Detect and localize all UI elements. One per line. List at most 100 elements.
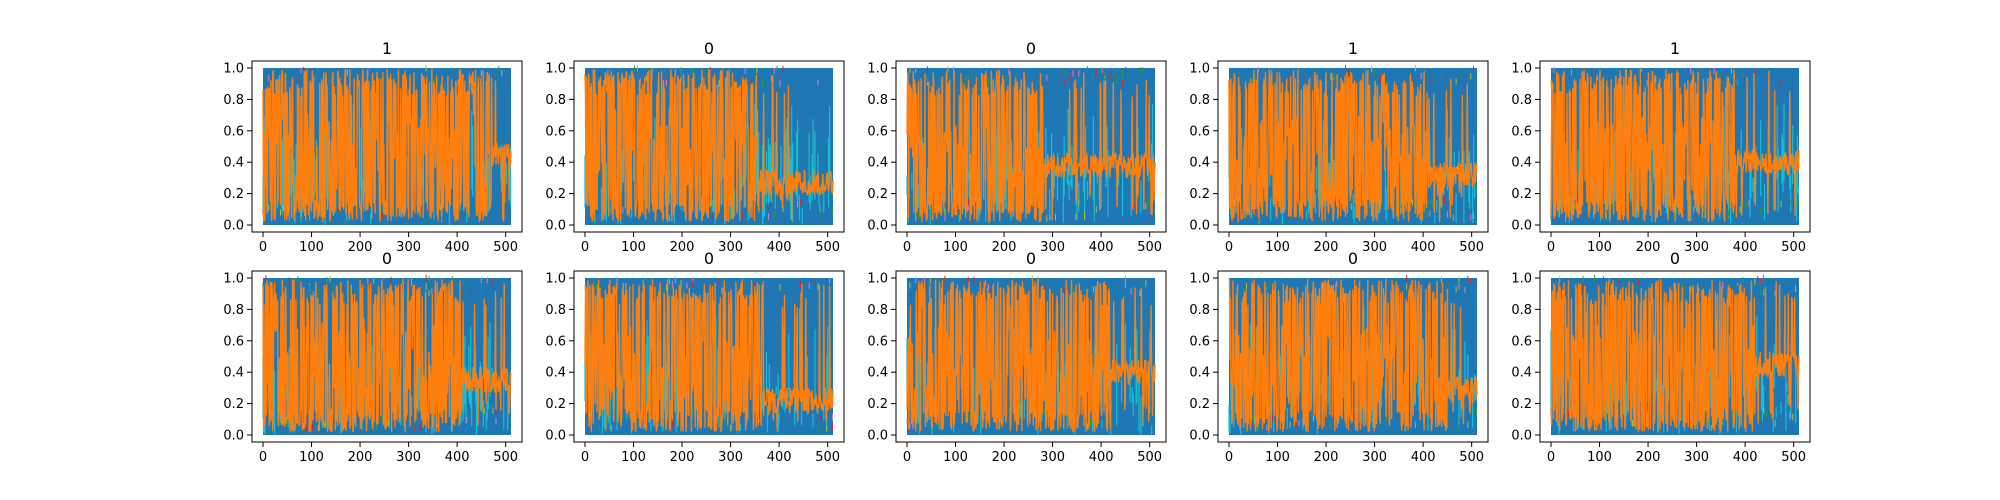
x-tick-label: 400 bbox=[1733, 240, 1758, 255]
y-tick-label: 0.2 bbox=[545, 397, 566, 412]
series-orange-line bbox=[1228, 69, 1478, 223]
subplot-title: 1 bbox=[1348, 39, 1358, 58]
x-tick-label: 200 bbox=[1636, 240, 1661, 255]
subplot-10: 0 100 200 300 400 500 0.0 0.2 0.4 0.6 0.8 1.0 0 bbox=[1511, 249, 1811, 465]
axes-frame bbox=[573, 60, 845, 233]
series-orange-line bbox=[262, 279, 512, 433]
x-tick-label: 200 bbox=[348, 240, 373, 255]
x-tick-label: 0 bbox=[1225, 240, 1233, 255]
x-tick-label: 300 bbox=[1684, 240, 1709, 255]
axes-frame bbox=[895, 60, 1167, 233]
x-tick-label: 400 bbox=[1411, 240, 1436, 255]
y-tick-label: 0.8 bbox=[1511, 303, 1532, 318]
x-tick-label: 400 bbox=[445, 450, 470, 465]
x-tick-label: 400 bbox=[767, 240, 792, 255]
x-tick-label: 0 bbox=[259, 240, 267, 255]
x-tick-label: 100 bbox=[621, 450, 646, 465]
x-tick-label: 300 bbox=[1684, 450, 1709, 465]
axes-frame bbox=[251, 270, 523, 443]
y-tick-label: 0.4 bbox=[1511, 366, 1532, 381]
x-tick-label: 300 bbox=[1040, 450, 1065, 465]
y-tick-label: 0.6 bbox=[867, 124, 888, 139]
series-orange-line bbox=[906, 69, 1156, 223]
y-tick-label: 1.0 bbox=[1511, 62, 1532, 77]
y-tick-label: 0.0 bbox=[223, 429, 244, 444]
y-tick-label: 0.0 bbox=[545, 429, 566, 444]
x-tick-label: 400 bbox=[445, 240, 470, 255]
y-tick-label: 0.4 bbox=[223, 156, 244, 171]
y-tick-label: 1.0 bbox=[223, 272, 244, 287]
y-tick-label: 0.2 bbox=[1511, 187, 1532, 202]
y-tick-label: 0.2 bbox=[867, 397, 888, 412]
y-tick-label: 0.4 bbox=[1189, 156, 1210, 171]
series-orange-line bbox=[584, 278, 834, 433]
y-tick-label: 0.2 bbox=[1189, 397, 1210, 412]
x-tick-label: 0 bbox=[259, 450, 267, 465]
x-tick-label: 100 bbox=[943, 240, 968, 255]
x-tick-label: 500 bbox=[1137, 240, 1162, 255]
x-tick-label: 200 bbox=[1314, 240, 1339, 255]
x-tick-label: 400 bbox=[1089, 240, 1114, 255]
y-tick-label: 0.4 bbox=[545, 366, 566, 381]
x-tick-label: 300 bbox=[396, 450, 421, 465]
x-tick-label: 500 bbox=[493, 240, 518, 255]
x-tick-label: 200 bbox=[992, 450, 1017, 465]
x-tick-label: 500 bbox=[493, 450, 518, 465]
x-tick-label: 500 bbox=[1137, 450, 1162, 465]
x-tick-label: 200 bbox=[1314, 450, 1339, 465]
x-tick-label: 100 bbox=[1587, 450, 1612, 465]
y-tick-label: 0.0 bbox=[867, 219, 888, 234]
subplot-title: 0 bbox=[1670, 249, 1680, 268]
y-tick-label: 0.0 bbox=[1189, 429, 1210, 444]
x-tick-label: 0 bbox=[1547, 450, 1555, 465]
subplot-6: 0 100 200 300 400 500 0.0 0.2 0.4 0.6 0.8 1.0 0 bbox=[223, 249, 523, 465]
y-tick-label: 0.8 bbox=[1189, 93, 1210, 108]
x-tick-label: 500 bbox=[1459, 450, 1484, 465]
x-tick-label: 500 bbox=[815, 450, 840, 465]
subplot-1: 0 100 200 300 400 500 0.0 0.2 0.4 0.6 0.8 1.0 1 bbox=[223, 39, 523, 255]
axes-frame bbox=[251, 60, 523, 233]
x-tick-label: 500 bbox=[1459, 240, 1484, 255]
x-tick-label: 400 bbox=[1411, 450, 1436, 465]
x-tick-label: 100 bbox=[1587, 240, 1612, 255]
y-tick-label: 0.0 bbox=[1511, 429, 1532, 444]
y-tick-label: 0.4 bbox=[867, 366, 888, 381]
x-tick-label: 200 bbox=[348, 450, 373, 465]
y-tick-label: 0.6 bbox=[545, 124, 566, 139]
x-tick-label: 300 bbox=[396, 240, 421, 255]
x-tick-label: 100 bbox=[1265, 450, 1290, 465]
plot-area bbox=[262, 65, 512, 225]
axes-frame bbox=[1217, 60, 1489, 233]
x-tick-label: 0 bbox=[581, 240, 589, 255]
x-tick-label: 400 bbox=[767, 450, 792, 465]
y-tick-label: 0.6 bbox=[223, 124, 244, 139]
x-tick-label: 400 bbox=[1733, 450, 1758, 465]
y-tick-label: 0.0 bbox=[867, 429, 888, 444]
plot-area bbox=[906, 65, 1156, 225]
y-tick-label: 1.0 bbox=[867, 272, 888, 287]
y-tick-label: 0.8 bbox=[867, 93, 888, 108]
subplot-grid: 0 100 200 300 400 500 0.0 0.2 0.4 0.6 0.8 1.0 1 0 100 2… bbox=[223, 39, 1811, 465]
x-tick-label: 0 bbox=[1547, 240, 1555, 255]
y-tick-label: 0.4 bbox=[545, 156, 566, 171]
y-tick-label: 0.8 bbox=[867, 303, 888, 318]
y-tick-label: 0.6 bbox=[867, 334, 888, 349]
y-tick-label: 0.0 bbox=[1511, 219, 1532, 234]
plot-area bbox=[1228, 65, 1478, 225]
y-tick-label: 0.6 bbox=[1511, 334, 1532, 349]
y-tick-label: 0.4 bbox=[867, 156, 888, 171]
x-tick-label: 100 bbox=[943, 450, 968, 465]
y-tick-label: 0.8 bbox=[223, 303, 244, 318]
y-tick-label: 0.6 bbox=[223, 334, 244, 349]
y-tick-label: 1.0 bbox=[223, 62, 244, 77]
axes-frame bbox=[1539, 270, 1811, 443]
series-orange-line bbox=[906, 279, 1156, 433]
x-tick-label: 400 bbox=[1089, 450, 1114, 465]
plot-area bbox=[584, 276, 834, 435]
x-tick-label: 300 bbox=[1362, 240, 1387, 255]
subplot-3: 0 100 200 300 400 500 0.0 0.2 0.4 0.6 0.8 1.0 0 bbox=[867, 39, 1167, 255]
x-tick-label: 100 bbox=[299, 450, 324, 465]
series-orange-line bbox=[1228, 278, 1478, 433]
series-orange-line bbox=[584, 69, 834, 223]
